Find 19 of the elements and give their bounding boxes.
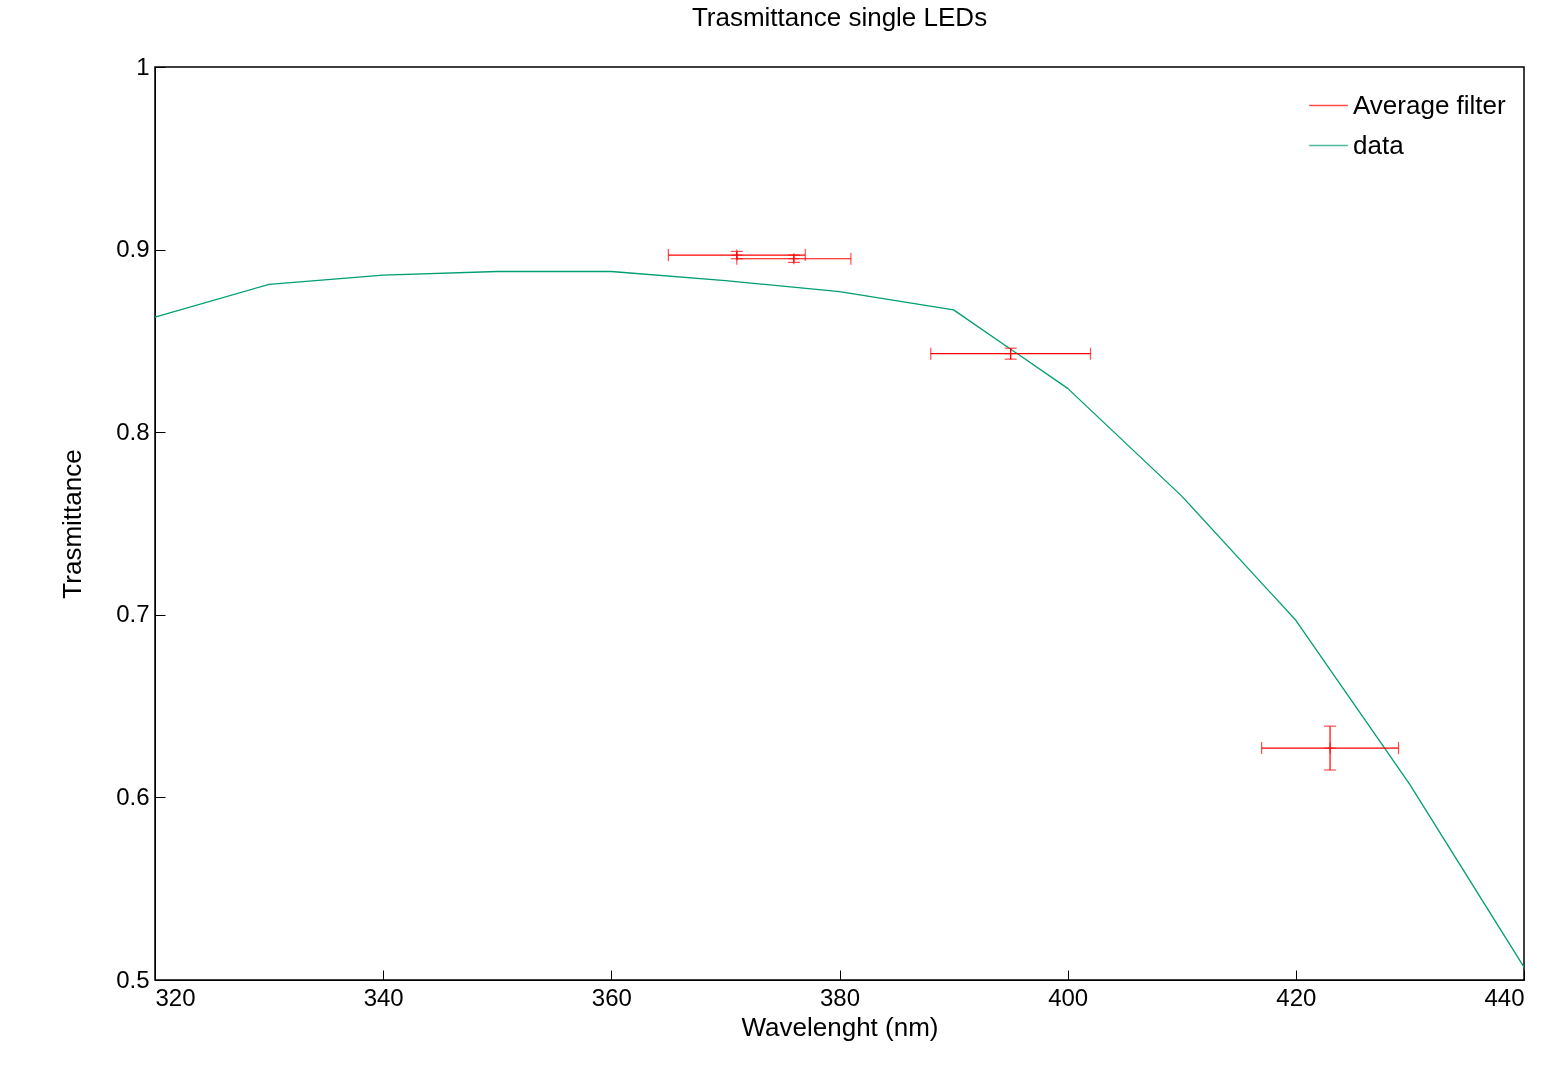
x-tick-label: 360 xyxy=(591,983,632,1011)
x-tick-label: 440 xyxy=(1484,983,1525,1011)
y-axis-title: Trasmittance xyxy=(57,449,88,599)
x-tick-label: 380 xyxy=(819,983,861,1011)
legend-label: Average filter xyxy=(1353,89,1507,120)
y-tick-label: 0.9 xyxy=(116,235,150,263)
x-axis-title: Wavelenght (nm) xyxy=(741,1011,939,1042)
x-tick-label: 420 xyxy=(1276,983,1317,1011)
line-series xyxy=(154,270,1525,968)
y-tick-label: 0.8 xyxy=(116,417,150,445)
x-tick-label: 400 xyxy=(1048,983,1089,1011)
y-tick-label: 1 xyxy=(136,52,150,80)
x-tick-label: 340 xyxy=(363,983,404,1011)
chart-title: Trasmittance single LEDs xyxy=(691,2,988,32)
legend-label: data xyxy=(1353,129,1405,160)
y-tick-label: 0.7 xyxy=(116,600,150,628)
y-tick-label: 0.6 xyxy=(116,782,150,810)
x-tick-label: 320 xyxy=(155,983,196,1011)
y-tick-label: 0.5 xyxy=(116,965,150,993)
